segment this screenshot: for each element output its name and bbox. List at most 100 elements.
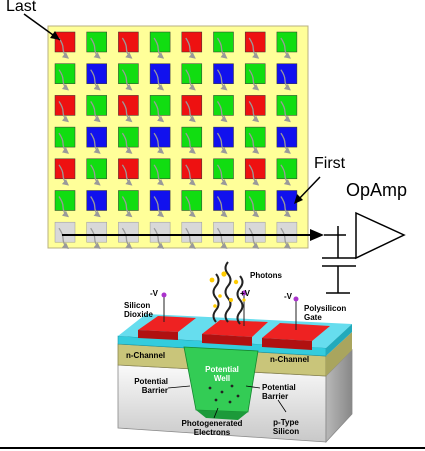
last-label: Last xyxy=(6,0,37,15)
transfer-arrow xyxy=(90,101,101,123)
transfer-arrow xyxy=(280,227,291,250)
gate-left xyxy=(138,316,196,332)
transfer-arrow xyxy=(153,164,165,186)
pixel-blue xyxy=(276,190,298,211)
transfer-arrow xyxy=(153,132,165,154)
register-cell xyxy=(276,221,298,243)
charge-transfer-arrows xyxy=(58,37,291,250)
transfer-arrow xyxy=(216,196,228,218)
n-channel-right-label: n-Channel xyxy=(270,355,309,364)
transfer-arrow xyxy=(185,37,196,59)
pixel-green xyxy=(149,95,171,116)
pixel-green xyxy=(244,190,266,211)
pixel-green xyxy=(118,126,139,148)
minus-v-right-label: -V xyxy=(284,292,293,301)
pixel-red xyxy=(181,95,203,116)
pixel-green xyxy=(86,31,107,53)
transfer-arrow xyxy=(58,37,70,59)
transfer-arrow xyxy=(121,69,133,91)
opamp-symbol xyxy=(355,211,406,260)
readout-line-arrowhead xyxy=(310,229,324,241)
pixel-red xyxy=(244,158,266,180)
pixel-blue xyxy=(149,126,171,148)
transfer-arrow xyxy=(248,132,260,154)
pixel-green xyxy=(213,158,234,180)
photogenerated-electrons-label: Photogenerated Electrons xyxy=(182,419,243,437)
silicon-dioxide-label: Silicon Dioxide xyxy=(124,301,153,319)
pixel-red xyxy=(181,158,203,180)
transfer-arrow xyxy=(153,101,165,123)
pixel-red xyxy=(54,31,76,53)
pixel-green xyxy=(244,63,266,84)
transfer-arrow xyxy=(248,227,260,250)
pixel-red xyxy=(244,31,266,53)
pixel-blue xyxy=(213,126,234,148)
transfer-arrow xyxy=(248,69,260,91)
register-cell xyxy=(244,221,266,243)
p-type-silicon-label: p-Type Silicon xyxy=(273,418,299,436)
pixel-blue xyxy=(86,126,107,148)
register-cell xyxy=(181,221,203,243)
gate-center xyxy=(202,320,268,337)
transfer-arrow xyxy=(280,37,291,59)
transfer-arrow xyxy=(185,101,196,123)
pixel-green xyxy=(149,158,171,180)
transfer-arrow xyxy=(90,227,101,250)
transfer-arrow xyxy=(90,196,101,218)
transfer-arrow xyxy=(153,37,165,59)
transfer-arrow xyxy=(185,132,196,154)
pixel-blue xyxy=(86,63,107,84)
potential-barrier-right-label: Potential Barrier xyxy=(262,383,296,401)
n-channel-left-label: n-Channel xyxy=(126,351,165,360)
ccd-cross-section: Photons +V -V -V Silicon Dioxide Polysilicon Ga… xyxy=(117,261,353,444)
readout-register xyxy=(54,221,298,243)
transfer-arrow xyxy=(248,101,260,123)
pixel-green xyxy=(54,190,76,211)
gate-right xyxy=(262,323,330,341)
potential-barrier-left-label: Potential Barrier xyxy=(134,377,168,395)
transfer-arrow xyxy=(153,69,165,91)
pixel-blue xyxy=(86,190,107,211)
potential-well-label: Potential Well xyxy=(205,365,239,383)
photons-label: Photons xyxy=(250,271,283,280)
pixel-blue xyxy=(213,190,234,211)
plus-v-label: +V xyxy=(240,289,251,298)
pixel-red xyxy=(118,95,139,116)
pixel-red xyxy=(118,31,139,53)
transfer-arrow xyxy=(121,37,133,59)
register-cell xyxy=(149,221,171,243)
pixel-red xyxy=(54,95,76,116)
pixel-green xyxy=(181,63,203,84)
transfer-arrow xyxy=(216,69,228,91)
pixel-red xyxy=(54,158,76,180)
pixel-green xyxy=(181,190,203,211)
transfer-arrow xyxy=(185,164,196,186)
transfer-arrow xyxy=(280,101,291,123)
pixel-green xyxy=(181,126,203,148)
transfer-arrow xyxy=(90,132,101,154)
last-pointer-arrowhead xyxy=(50,31,60,40)
register-cell xyxy=(54,221,76,243)
transfer-arrow xyxy=(58,164,70,186)
transfer-arrow xyxy=(248,196,260,218)
register-cell xyxy=(213,221,234,243)
transfer-arrow xyxy=(58,227,70,250)
transfer-arrow xyxy=(216,37,228,59)
pixel-green xyxy=(118,190,139,211)
transfer-arrow xyxy=(280,196,291,218)
transfer-arrow xyxy=(121,164,133,186)
pixel-blue xyxy=(276,63,298,84)
transfer-arrow xyxy=(153,227,165,250)
pixel-green xyxy=(86,95,107,116)
transfer-arrow xyxy=(280,164,291,186)
transfer-arrow xyxy=(185,196,196,218)
pixel-grid xyxy=(54,31,298,211)
transfer-arrow xyxy=(248,164,260,186)
transfer-arrow xyxy=(216,101,228,123)
transfer-arrow xyxy=(58,196,70,218)
transfer-arrow xyxy=(58,69,70,91)
first-label: First xyxy=(314,155,346,172)
first-pointer-arrowhead xyxy=(294,194,303,204)
minus-v-left-label: -V xyxy=(150,289,159,298)
